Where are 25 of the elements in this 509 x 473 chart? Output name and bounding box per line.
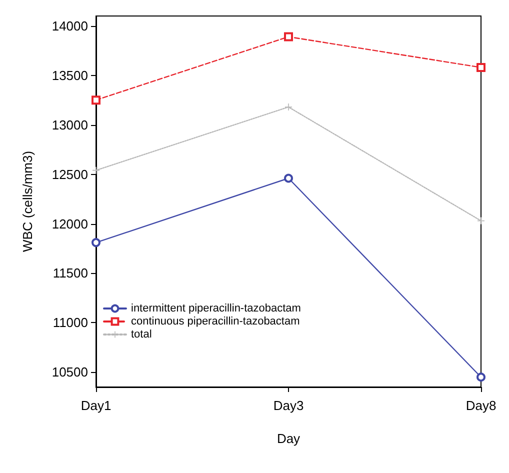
x-tick-label: Day8 bbox=[466, 398, 496, 413]
y-tick-label: 13000 bbox=[52, 117, 88, 132]
point bbox=[284, 174, 293, 183]
y-tick-label: 12500 bbox=[52, 166, 88, 182]
y-axis-title: WBC (cells/mm3) bbox=[20, 150, 35, 252]
point bbox=[92, 238, 100, 248]
x-axis-title: Day bbox=[276, 431, 301, 446]
x-tick-label: Day3 bbox=[273, 398, 304, 413]
legend-label: intermittent piperacillin-tazobactam bbox=[131, 302, 301, 314]
point bbox=[92, 96, 100, 105]
point bbox=[476, 372, 486, 382]
legend-label: total bbox=[131, 328, 152, 340]
x-tick-label: Day1 bbox=[80, 398, 112, 413]
point bbox=[284, 32, 293, 42]
y-tick-label: 10500 bbox=[52, 364, 88, 380]
point bbox=[285, 104, 292, 111]
y-tick-label: 11500 bbox=[52, 266, 88, 281]
y-tick-label: 12000 bbox=[52, 216, 88, 232]
point bbox=[476, 62, 486, 72]
y-tick-label: 14000 bbox=[52, 18, 88, 34]
point bbox=[478, 217, 484, 224]
y-tick-label: 11000 bbox=[52, 315, 88, 330]
y-tick-label: 13500 bbox=[52, 68, 88, 83]
legend-label: continuous piperacillin-tazobactam bbox=[131, 316, 300, 328]
point bbox=[92, 166, 100, 174]
